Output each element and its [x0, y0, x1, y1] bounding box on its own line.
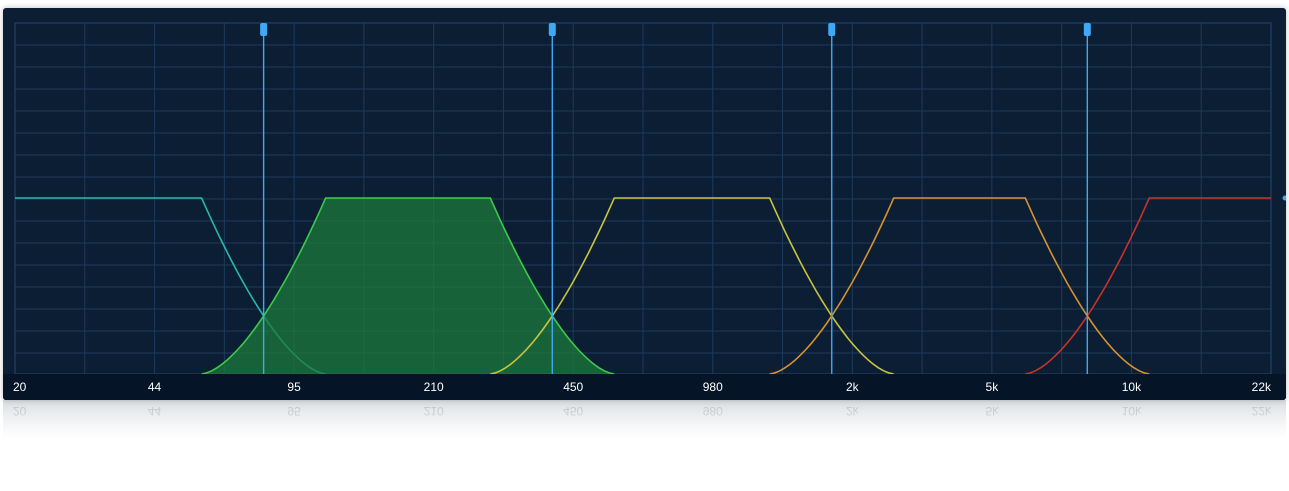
- band-curves: [15, 197, 1271, 374]
- tick-label: 44: [147, 380, 162, 394]
- grid: [14, 22, 1272, 374]
- tick-label: 980: [702, 380, 723, 394]
- crossover-panel: [3, 8, 1286, 400]
- frequency-axis: 20 44 95 210 450 980 2k 5k 10k 22k: [3, 374, 1286, 400]
- tick-label: 22k: [1251, 380, 1271, 394]
- band-3-curve[interactable]: [490, 197, 894, 374]
- reflected-tick-label: 2k: [845, 404, 859, 418]
- reflected-tick-label: 10k: [1121, 404, 1142, 418]
- tick-label: 10k: [1121, 380, 1142, 394]
- crossover-2-grip[interactable]: [548, 23, 556, 36]
- crossover-4-handle[interactable]: [1083, 23, 1091, 374]
- crossover-1-grip[interactable]: [260, 23, 268, 36]
- crossover-4-grip[interactable]: [1083, 23, 1091, 36]
- crossover-handles[interactable]: [260, 23, 1091, 374]
- reflected-tick-label: 5k: [985, 404, 999, 418]
- panel-reflection: 20 44 95 210 450 980 2k 5k 10k 22k: [3, 400, 1286, 491]
- reflected-tick-label: 20: [13, 404, 27, 418]
- crossover-3-handle[interactable]: [828, 23, 836, 374]
- level-marker: [1282, 195, 1286, 201]
- reflected-tick-label: 22k: [1251, 404, 1271, 418]
- band-2-fill[interactable]: [201, 198, 615, 374]
- tick-label: 450: [563, 380, 584, 394]
- crossover-1-handle[interactable]: [260, 23, 268, 374]
- reflected-tick-label: 980: [702, 404, 723, 418]
- reflected-tick-label: 95: [287, 404, 301, 418]
- tick-label: 2k: [845, 380, 859, 394]
- reflected-tick-label: 210: [423, 404, 444, 418]
- crossover-graph[interactable]: [3, 8, 1286, 374]
- reflected-tick-label: 450: [563, 404, 584, 418]
- tick-label: 210: [423, 380, 444, 394]
- band-4-curve[interactable]: [769, 197, 1150, 374]
- reflected-tick-label: 44: [147, 404, 162, 418]
- band-2-curve[interactable]: [201, 197, 615, 374]
- crossover-3-grip[interactable]: [828, 23, 836, 36]
- crossover-2-handle[interactable]: [548, 23, 556, 374]
- reflection-fade: [3, 400, 1286, 491]
- tick-label: 95: [287, 380, 301, 394]
- tick-label: 5k: [985, 380, 999, 394]
- reflection-labels: 20 44 95 210 450 980 2k 5k 10k 22k: [3, 400, 1286, 440]
- band-5-curve[interactable]: [1025, 197, 1271, 374]
- tick-label: 20: [13, 380, 27, 394]
